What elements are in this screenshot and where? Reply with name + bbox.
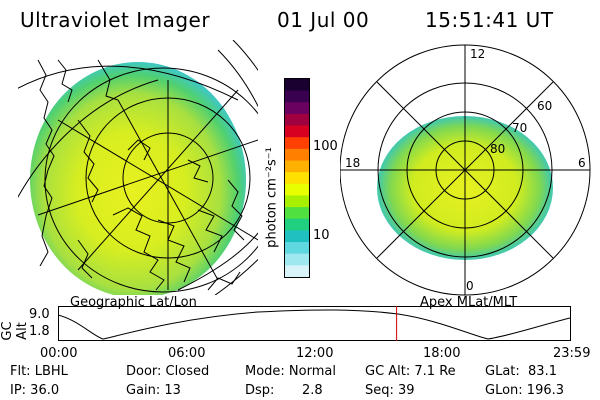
colorbar-tick-100: 100 [313, 139, 338, 154]
colorbar-swatch [285, 113, 309, 127]
sequence-status: Seq: 39 [365, 383, 415, 398]
colorbar-swatch [285, 230, 309, 243]
mlt-label-12: 12 [470, 47, 485, 61]
x-tick-1800: 18:00 [423, 346, 461, 361]
coastlines [37, 59, 245, 291]
magnetic-polar-panel: 12 0 18 6 60 70 80 [340, 44, 591, 296]
colorbar-swatch [285, 137, 309, 150]
colorbar-label-box: photon cm⁻²s⁻¹ [262, 130, 282, 280]
colorbar-swatch [285, 148, 309, 162]
colorbar-swatch [285, 172, 309, 185]
colorbar-swatch [285, 253, 309, 266]
dsp-value: 2.8 [302, 383, 323, 398]
altitude-tick-high: 9.0 [29, 307, 50, 322]
gain-status: Gain: 13 [126, 383, 181, 398]
x-tick-1200: 12:00 [296, 346, 334, 361]
lat-lon-grid [18, 40, 258, 295]
lat-label-70: 70 [512, 121, 527, 135]
colorbar-swatch [285, 183, 309, 196]
x-tick-0000: 00:00 [40, 346, 78, 361]
x-tick-2359: 23:59 [553, 346, 591, 361]
altitude-axis-label: GC Alt [0, 321, 30, 341]
door-status: Door: Closed [126, 364, 210, 379]
instrument-title: Ultraviolet Imager [20, 8, 211, 32]
mlt-label-6: 6 [578, 156, 586, 170]
altitude-plot [58, 306, 571, 341]
mlt-label-0: 0 [466, 279, 474, 293]
time-label: 15:51:41 UT [425, 8, 554, 32]
polar-grid [340, 44, 591, 296]
geographic-image-panel [18, 40, 258, 295]
intensity-colorbar [284, 78, 310, 278]
colorbar-swatch [285, 195, 309, 208]
colorbar-unit-label: photon cm⁻²s⁻¹ [264, 147, 280, 248]
colorbar-tick-10: 10 [313, 228, 330, 243]
colorbar-swatch [285, 79, 309, 92]
colorbar-swatch [285, 265, 309, 278]
mode-status: Mode: Normal [245, 364, 336, 379]
colorbar-swatch [285, 242, 309, 255]
colorbar-swatch [285, 90, 309, 103]
gc-alt-status: GC Alt: 7.1 Re [365, 364, 456, 379]
colorbar-swatch [285, 160, 309, 173]
colorbar-swatch [285, 102, 309, 115]
filter-status: Flt: LBHL [10, 364, 68, 379]
mlt-label-18: 18 [345, 156, 360, 170]
x-tick-0600: 06:00 [168, 346, 206, 361]
altitude-curve [58, 309, 571, 340]
auroral-emission-region [30, 62, 246, 295]
altitude-tick-low: 1.8 [29, 324, 50, 339]
lat-label-80: 80 [490, 142, 505, 156]
altitude-plot-frame [58, 306, 571, 341]
ip-status: IP: 36.0 [10, 383, 60, 398]
colorbar-swatch [285, 207, 309, 220]
colorbar-swatch [285, 125, 309, 138]
date-label: 01 Jul 00 [277, 8, 370, 32]
geo-lat-status: GLat: 83.1 [485, 364, 557, 379]
dsp-label: Dsp: [245, 383, 275, 398]
colorbar-swatch [285, 218, 309, 231]
geo-lon-status: GLon: 196.3 [485, 383, 565, 398]
lat-label-60: 60 [537, 99, 552, 113]
colorbar-frame [284, 78, 310, 278]
